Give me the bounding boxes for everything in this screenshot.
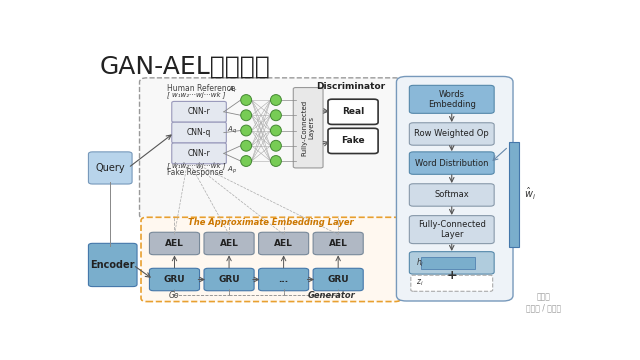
- FancyBboxPatch shape: [141, 217, 401, 302]
- Text: +: +: [447, 269, 457, 282]
- Text: Generator: Generator: [308, 291, 355, 300]
- Text: [ ŵ₁ŵ₂⋯ŵj⋯ŵk ]: [ ŵ₁ŵ₂⋯ŵj⋯ŵk ]: [167, 163, 225, 170]
- Text: Fake: Fake: [341, 136, 365, 145]
- FancyBboxPatch shape: [410, 184, 494, 206]
- FancyBboxPatch shape: [313, 232, 364, 255]
- Ellipse shape: [271, 95, 282, 105]
- Text: Row Weighted Op: Row Weighted Op: [414, 130, 489, 139]
- Text: Real: Real: [342, 107, 364, 116]
- Text: AEL: AEL: [220, 239, 239, 248]
- Bar: [420, 257, 476, 269]
- Text: [ w₁w₂⋯wj⋯wk ]: [ w₁w₂⋯wj⋯wk ]: [167, 91, 225, 98]
- FancyBboxPatch shape: [150, 232, 200, 255]
- Text: $\hat{w}_i$: $\hat{w}_i$: [524, 186, 536, 202]
- FancyBboxPatch shape: [88, 243, 137, 287]
- Text: Fully-Connected
Layers: Fully-Connected Layers: [301, 100, 315, 156]
- Ellipse shape: [271, 156, 282, 166]
- Text: Query: Query: [95, 163, 125, 173]
- FancyBboxPatch shape: [259, 232, 308, 255]
- Ellipse shape: [271, 125, 282, 136]
- FancyBboxPatch shape: [410, 216, 494, 244]
- Text: $A_p$: $A_p$: [227, 165, 237, 176]
- Bar: [509, 141, 520, 247]
- FancyBboxPatch shape: [172, 102, 227, 122]
- Text: $h_i$: $h_i$: [416, 256, 424, 269]
- Text: GAN-AEL模型结构: GAN-AEL模型结构: [100, 54, 271, 78]
- FancyBboxPatch shape: [396, 76, 513, 301]
- Text: Fake Response: Fake Response: [167, 168, 223, 177]
- Text: Discriminator: Discriminator: [316, 82, 385, 91]
- Text: AEL: AEL: [165, 239, 184, 248]
- FancyBboxPatch shape: [410, 152, 494, 174]
- Ellipse shape: [241, 95, 252, 105]
- Text: CNN-r: CNN-r: [188, 149, 211, 158]
- Text: Encoder: Encoder: [90, 260, 135, 270]
- Text: $z_i$: $z_i$: [416, 278, 424, 288]
- Text: CNN-q: CNN-q: [187, 128, 211, 137]
- FancyBboxPatch shape: [150, 268, 200, 291]
- FancyBboxPatch shape: [313, 268, 364, 291]
- Text: GRU: GRU: [164, 275, 186, 284]
- Ellipse shape: [271, 140, 282, 151]
- FancyBboxPatch shape: [172, 143, 227, 164]
- FancyBboxPatch shape: [293, 87, 323, 168]
- Text: 量子位
头条号 / 量子位: 量子位 头条号 / 量子位: [526, 293, 561, 312]
- Text: Go: Go: [169, 291, 179, 300]
- FancyBboxPatch shape: [140, 78, 403, 219]
- FancyBboxPatch shape: [204, 232, 254, 255]
- Text: Human Reference: Human Reference: [167, 85, 235, 94]
- FancyBboxPatch shape: [204, 268, 254, 291]
- Ellipse shape: [241, 156, 252, 166]
- FancyBboxPatch shape: [259, 268, 308, 291]
- FancyBboxPatch shape: [411, 275, 493, 291]
- Text: ...: ...: [278, 275, 289, 284]
- Text: Words
Embedding: Words Embedding: [428, 90, 476, 109]
- Text: The Approximate Embedding Layer: The Approximate Embedding Layer: [188, 218, 354, 227]
- Ellipse shape: [241, 125, 252, 136]
- Text: Word Distribution: Word Distribution: [415, 159, 488, 168]
- FancyBboxPatch shape: [410, 85, 494, 113]
- Text: GRU: GRU: [327, 275, 349, 284]
- Ellipse shape: [241, 110, 252, 121]
- Text: CNN-r: CNN-r: [188, 107, 211, 116]
- Text: Fully-Connected
Layer: Fully-Connected Layer: [418, 220, 486, 239]
- Text: $A_q$: $A_q$: [227, 125, 237, 136]
- FancyBboxPatch shape: [410, 123, 494, 145]
- Ellipse shape: [271, 110, 282, 121]
- Text: Softmax: Softmax: [435, 190, 469, 199]
- FancyBboxPatch shape: [88, 152, 132, 184]
- FancyBboxPatch shape: [328, 99, 378, 125]
- Ellipse shape: [241, 140, 252, 151]
- FancyBboxPatch shape: [410, 252, 494, 274]
- Text: GRU: GRU: [218, 275, 240, 284]
- Text: AEL: AEL: [329, 239, 348, 248]
- Text: $A_r$: $A_r$: [228, 85, 237, 95]
- Text: AEL: AEL: [274, 239, 293, 248]
- FancyBboxPatch shape: [328, 128, 378, 153]
- FancyBboxPatch shape: [172, 122, 227, 143]
